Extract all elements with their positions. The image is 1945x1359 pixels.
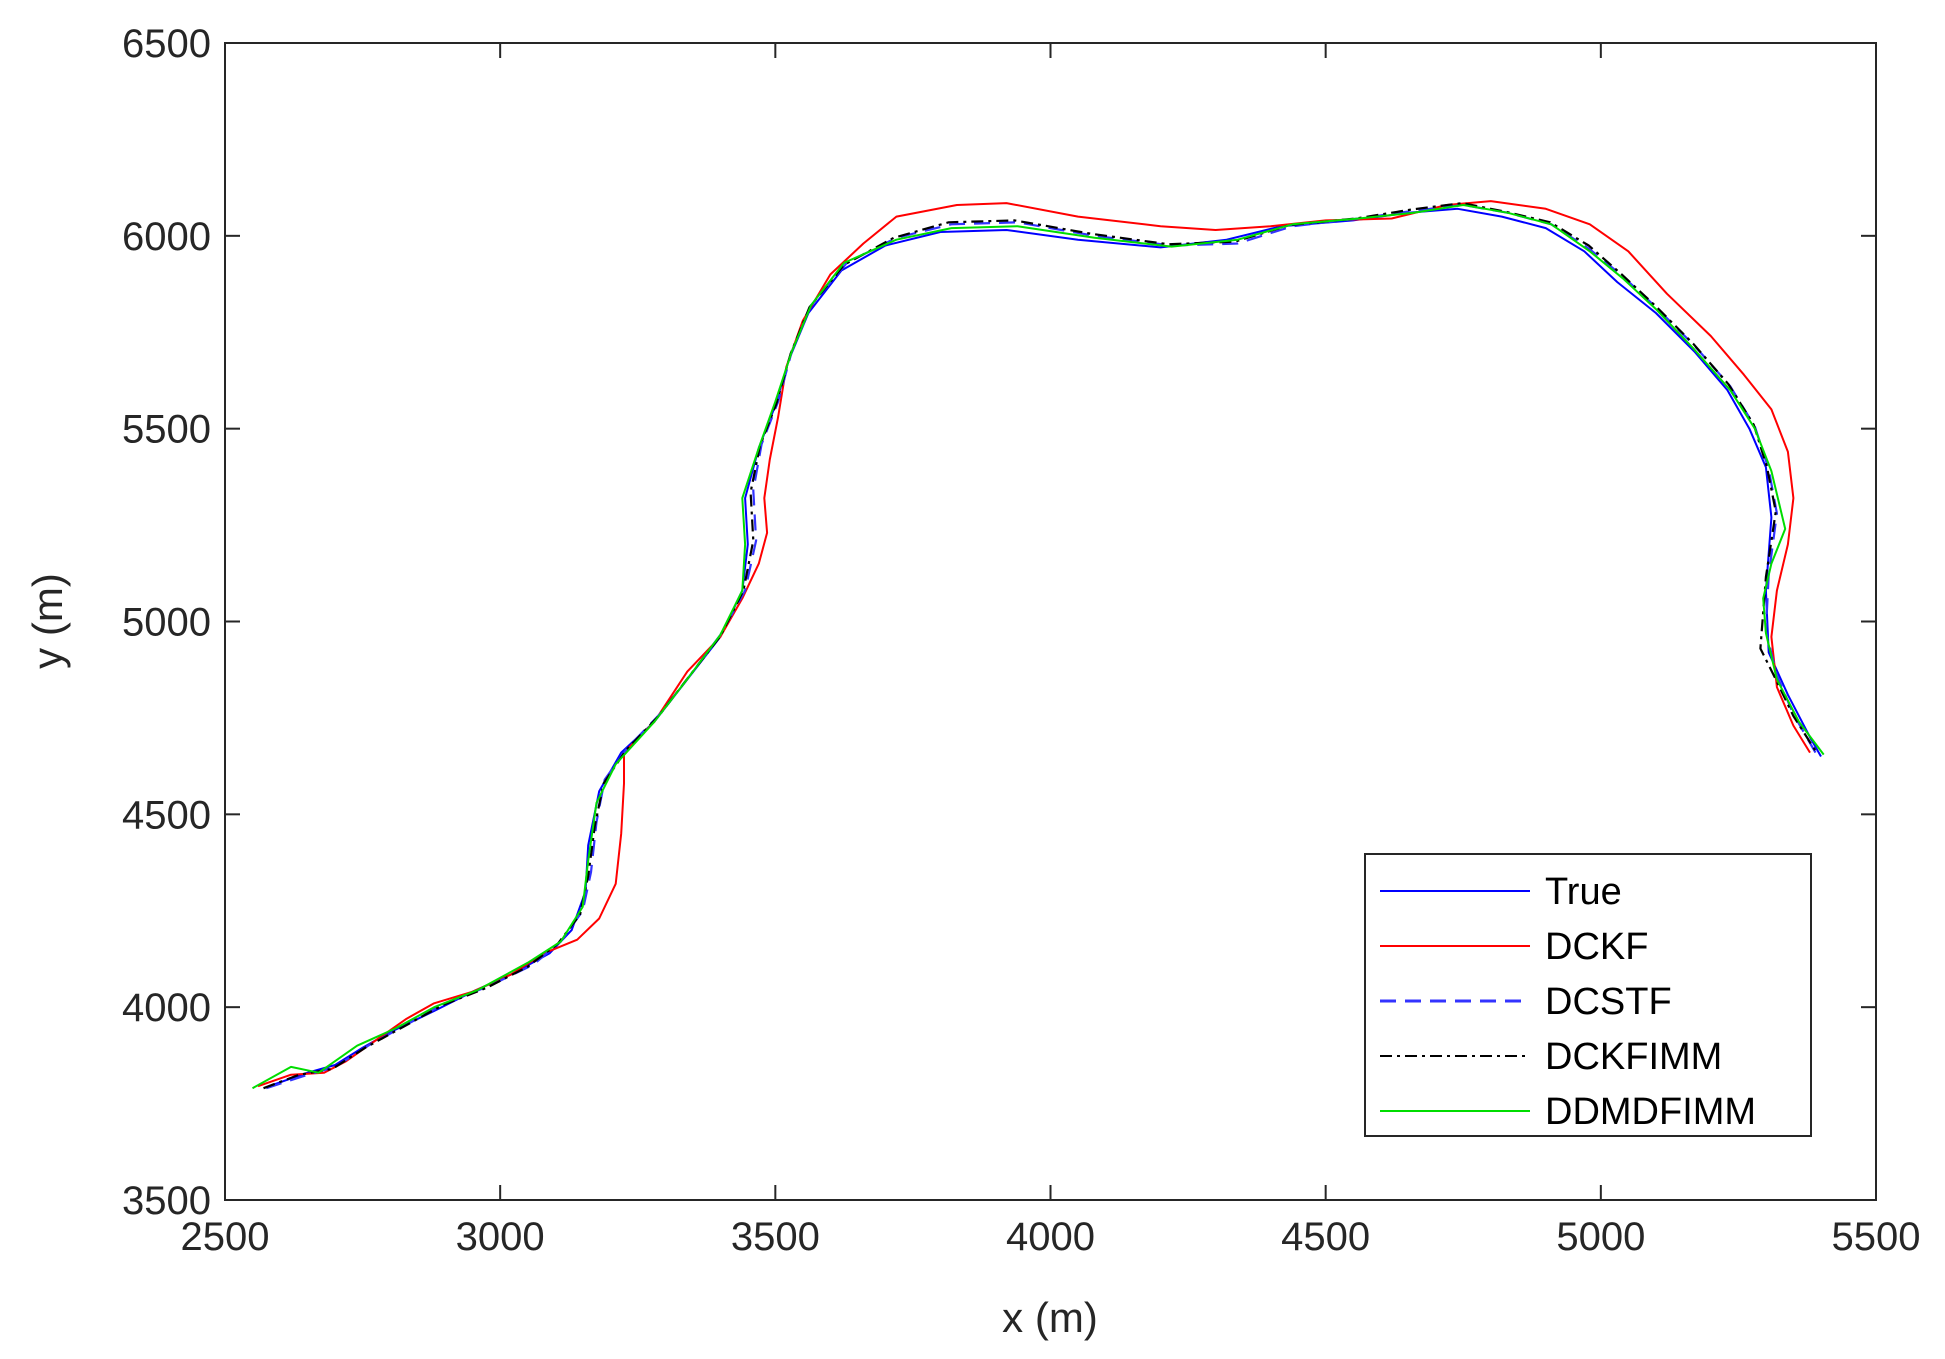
x-tick-label: 5000: [1556, 1215, 1645, 1259]
y-tick-label: 3500: [122, 1179, 211, 1223]
y-tick-label: 5000: [122, 601, 211, 645]
x-tick-label: 3000: [456, 1215, 545, 1259]
legend-label-dcstf: DCSTF: [1545, 981, 1672, 1023]
legend: True DCKF DCSTF DCKFIMM DDMDFIMM: [1364, 853, 1812, 1137]
x-tick-label: 2500: [181, 1215, 270, 1259]
y-tick-label: 4500: [122, 793, 211, 837]
legend-label-dckf: DCKF: [1545, 926, 1648, 968]
legend-label-true: True: [1545, 871, 1622, 913]
x-tick-label: 4500: [1281, 1215, 1370, 1259]
y-tick-label: 5500: [122, 408, 211, 452]
series-line-ddmdfimm: [252, 204, 1825, 1090]
x-tick-label: 5500: [1832, 1215, 1921, 1259]
y-tick-label: 4000: [122, 986, 211, 1030]
y-tick-label: 6500: [122, 22, 211, 66]
x-axis-label: x (m): [1002, 1294, 1098, 1341]
series-layer: [252, 200, 1825, 1090]
y-tick-label: 6000: [122, 215, 211, 259]
legend-label-dckfimm: DCKFIMM: [1545, 1036, 1722, 1078]
y-axis-label: y (m): [24, 573, 71, 669]
x-tick-label: 4000: [1006, 1215, 1095, 1259]
legend-label-ddmdfimm: DDMDFIMM: [1545, 1091, 1756, 1133]
ticks-layer: 2500 3000 3500 4000 4500 5000 5500 3500 4000 4500…: [122, 22, 1920, 1259]
x-tick-label: 3500: [731, 1215, 820, 1259]
legend-box: [1364, 853, 1812, 1137]
